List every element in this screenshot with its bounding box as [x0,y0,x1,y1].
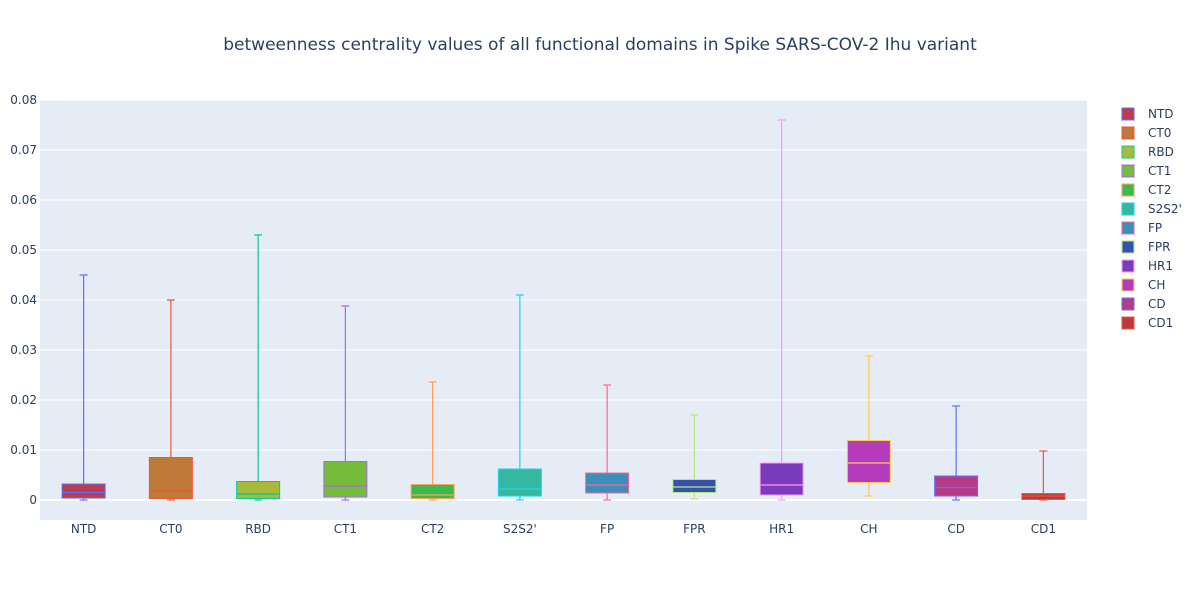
x-tick-label: FPR [683,522,705,536]
x-tick-label: CH [860,522,877,536]
box-cd [934,405,979,501]
box-rbd [236,234,281,501]
legend-label: CD1 [1148,316,1173,330]
box-body [236,481,281,499]
x-tick-label: CT2 [421,522,444,536]
x-tick-label: CD [947,522,965,536]
legend-swatch [1121,297,1135,311]
y-tick-label: 0.03 [10,343,37,357]
box-ntd [61,274,106,501]
legend-item: HR1 [1121,259,1173,273]
legend-item: NTD [1121,107,1174,121]
legend-label: CH [1148,278,1165,292]
legend-item: CD [1121,297,1166,311]
legend-label: RBD [1148,145,1174,159]
legend-swatch [1121,145,1135,159]
x-tick-label: FP [600,522,614,536]
legend-item: CT1 [1121,164,1171,178]
legend-swatch [1121,126,1135,140]
legend-item: FPR [1121,240,1170,254]
box-body [846,440,891,483]
box-ct1 [323,305,368,501]
legend-item: CT2 [1121,183,1171,197]
legend-label: HR1 [1148,259,1173,273]
legend-swatch [1121,259,1135,273]
legend-label: FP [1148,221,1162,235]
legend-swatch [1121,221,1135,235]
y-tick-label: 0.05 [10,243,37,257]
legend-label: FPR [1148,240,1170,254]
y-tick-label: 0 [29,493,37,507]
box-body [148,457,193,499]
y-tick-label: 0.07 [10,143,37,157]
box-ct0 [148,299,193,501]
legend-item: CD1 [1121,316,1173,330]
y-tick-label: 0.04 [10,293,37,307]
legend-swatch [1121,202,1135,216]
x-tick-label: CT0 [159,522,182,536]
box-body [323,461,368,498]
box-body [934,475,979,497]
legend-item: S2S2' [1121,202,1182,216]
legend-swatch [1121,240,1135,254]
legend-swatch [1121,316,1135,330]
box-body [410,484,455,499]
legend-label: CT0 [1148,126,1171,140]
chart-title: betweenness centrality values of all fun… [223,35,977,55]
x-tick-label: HR1 [769,522,794,536]
y-tick-label: 0.01 [10,443,37,457]
box-body [585,472,630,494]
box-ct2 [410,381,455,501]
box-body [61,483,106,499]
legend-label: NTD [1148,107,1174,121]
box-fp [585,384,630,501]
box-fpr [672,414,717,500]
legend-label: CT1 [1148,164,1171,178]
y-tick-label: 0.06 [10,193,37,207]
box-cd1 [1021,450,1066,501]
box-ch [846,355,891,497]
box-s2s2 [497,294,542,501]
x-tick-label: S2S2' [503,522,537,536]
box-hr1 [759,119,804,501]
legend-item: FP [1121,221,1162,235]
box-body [497,468,542,497]
box-body [759,462,804,496]
legend-item: CT0 [1121,126,1171,140]
legend-item: RBD [1121,145,1174,159]
legend-label: CD [1148,297,1166,311]
plot-area [40,100,1087,520]
legend-item: CH [1121,278,1165,292]
legend-swatch [1121,164,1135,178]
x-tick-label: CT1 [334,522,357,536]
legend-swatch [1121,107,1135,121]
y-tick-label: 0.08 [10,93,37,107]
x-tick-label: NTD [71,522,97,536]
legend-label: S2S2' [1148,202,1182,216]
legend-swatch [1121,278,1135,292]
legend-swatch [1121,183,1135,197]
x-tick-label: CD1 [1031,522,1056,536]
y-tick-label: 0.02 [10,393,37,407]
box-body [672,479,717,493]
legend-label: CT2 [1148,183,1171,197]
x-tick-label: RBD [245,522,271,536]
